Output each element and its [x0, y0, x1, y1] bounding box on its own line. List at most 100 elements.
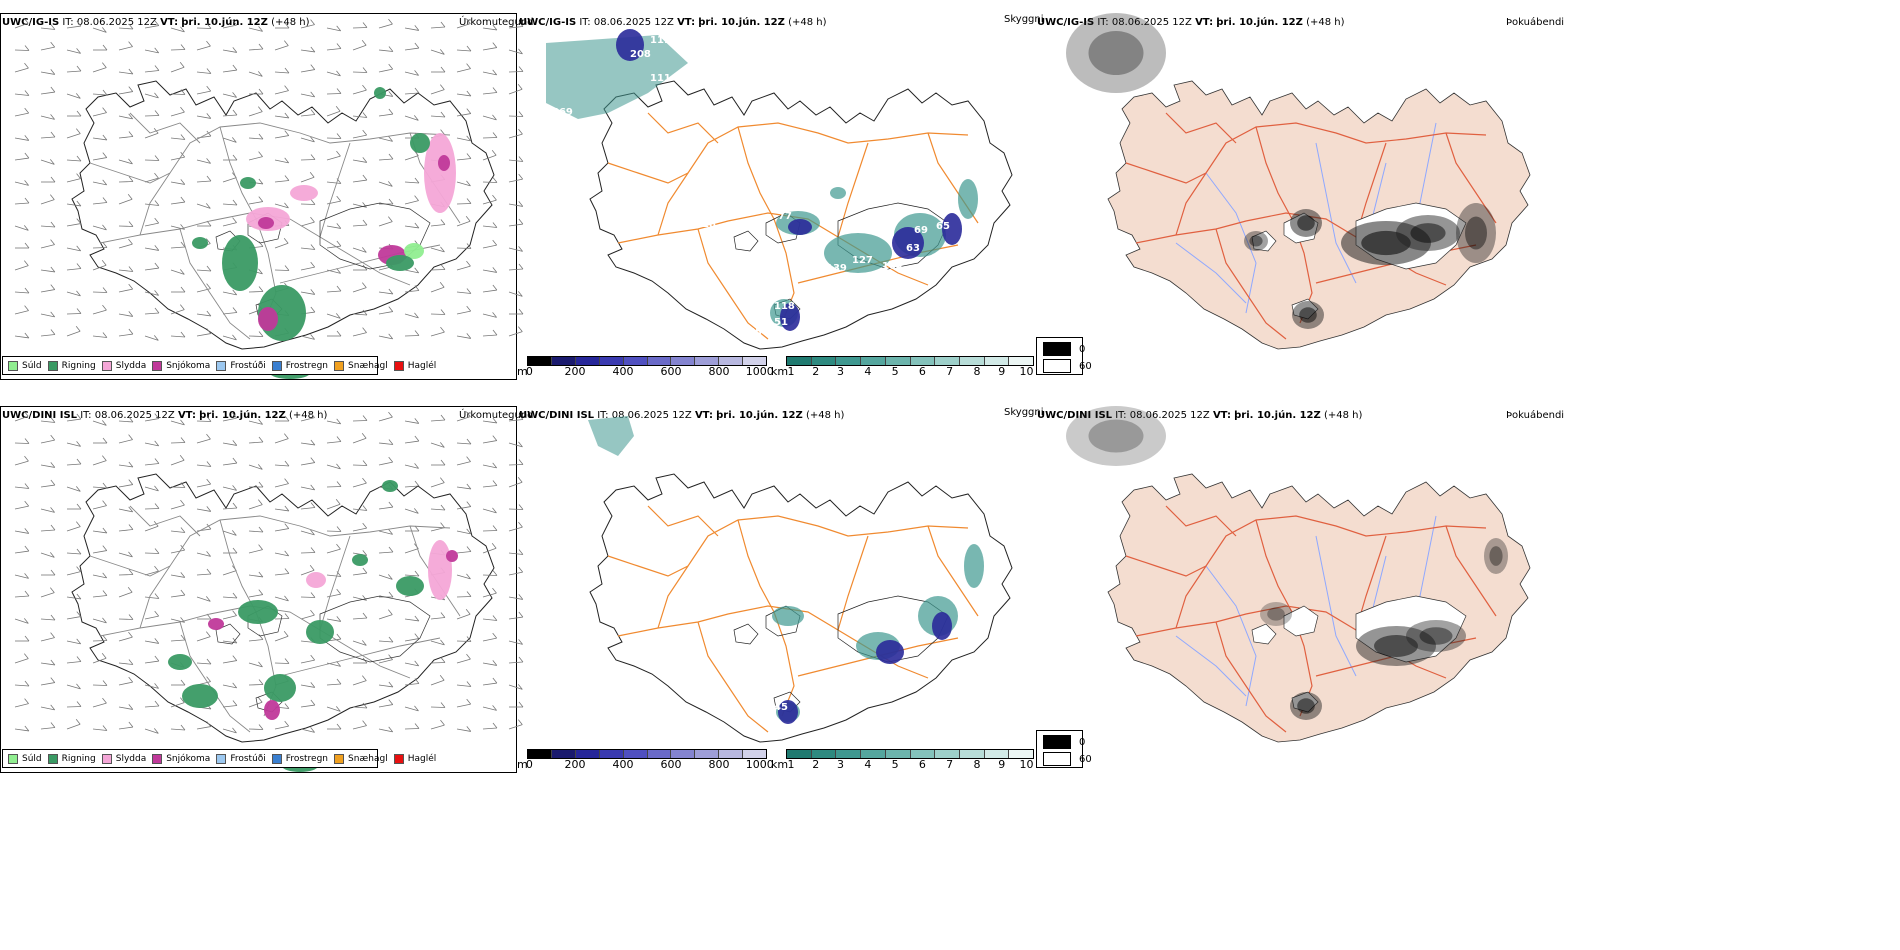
wind-barb-flag: [180, 499, 185, 506]
wind-barb-flag: [206, 478, 212, 485]
wind-barb-flag: [128, 614, 134, 620]
wind-barb-flag: [310, 306, 316, 313]
wind-barb-flag: [232, 502, 238, 509]
vt-value: þri. 10.jún. 12Z: [199, 410, 286, 421]
wind-barb: [430, 724, 445, 730]
legend-swatch: [393, 360, 404, 371]
wind-barb-flag: [180, 224, 185, 230]
wind-barb: [66, 418, 81, 422]
wind-barb: [196, 313, 211, 317]
fog-low-value: 60: [1079, 360, 1092, 372]
wind-barb: [482, 92, 497, 95]
colorbar-segment: [575, 750, 600, 758]
wind-barb-flag: [154, 335, 159, 341]
wind-barb-flag: [76, 20, 82, 27]
tick-label: 8: [973, 758, 981, 771]
wind-barb-flag: [76, 93, 81, 99]
wind-barb-flag: [388, 198, 394, 205]
wind-barb: [14, 112, 29, 117]
fog-swatch-high: [1043, 342, 1071, 356]
wind-barb-flag: [283, 237, 289, 244]
wind-barb-flag: [76, 200, 82, 207]
wind-barb: [118, 706, 133, 710]
low-cloud-patch: [616, 29, 644, 61]
wind-barb: [14, 265, 29, 271]
wind-barb: [456, 291, 471, 294]
road-line: [129, 505, 201, 537]
wind-barb-flag: [310, 529, 315, 536]
wind-barb: [40, 334, 55, 337]
wind-barb: [300, 530, 315, 536]
wind-barb-flag: [102, 617, 107, 624]
wind-barb-flag: [492, 525, 498, 531]
wind-barb-flag: [492, 705, 497, 711]
wind-barb-flag: [362, 720, 367, 726]
wind-barb-flag: [310, 547, 316, 553]
wind-barb-flag: [24, 242, 30, 249]
wind-barb: [92, 335, 107, 338]
wind-barb-flag: [388, 726, 394, 733]
wind-barb: [378, 530, 393, 535]
model-name: UWC/DINI ISL: [2, 410, 78, 421]
wind-barb-flag: [284, 175, 290, 181]
wind-barb-flag: [180, 482, 186, 488]
colorbar-segment: [599, 357, 624, 365]
wind-barb-flag: [258, 43, 264, 50]
wind-barb-flag: [258, 464, 263, 470]
wind-barb: [248, 201, 263, 205]
wind-barb: [196, 483, 211, 488]
colorbar-segment: [623, 357, 648, 365]
wind-barb-flag: [518, 656, 524, 663]
wind-barb-flag: [154, 307, 160, 314]
road-line: [657, 515, 969, 629]
wind-barb: [300, 614, 315, 620]
wind-barb: [430, 247, 445, 253]
wind-barb: [14, 550, 29, 554]
wind-barb-flag: [50, 552, 55, 558]
wind-barb-flag: [50, 462, 56, 468]
fog-blob: [1244, 231, 1268, 251]
wind-barb: [222, 570, 237, 576]
wind-barb-flag: [284, 568, 290, 574]
wind-barb-flag: [336, 150, 341, 157]
wind-barb: [118, 484, 133, 488]
wind-barb: [66, 640, 81, 645]
wind-barb-flag: [388, 681, 394, 688]
wind-barb-flag: [180, 724, 186, 731]
wind-barb: [456, 137, 471, 142]
wind-barb-flag: [336, 330, 342, 337]
wind-barb-flag: [24, 135, 30, 141]
wind-barb-flag: [258, 419, 263, 425]
precip-patch: [306, 620, 334, 644]
wind-barb: [326, 71, 341, 77]
wind-barb: [508, 133, 523, 139]
wind-barb-flag: [335, 105, 341, 112]
wind-barb: [404, 225, 419, 229]
wind-barb-flag: [440, 84, 445, 90]
wind-barb-flag: [310, 484, 316, 491]
wind-barb-flag: [414, 508, 419, 514]
wind-barb: [378, 158, 393, 161]
fog-blob: [1484, 538, 1508, 574]
wind-barb: [326, 155, 341, 161]
wind-barb: [508, 49, 523, 55]
fog-legend: 0 60: [1036, 337, 1092, 375]
wind-barb-flag: [206, 85, 212, 92]
wind-barb-flag: [362, 415, 368, 421]
wind-barb-flag: [23, 410, 29, 417]
wind-barb-flag: [336, 463, 341, 470]
wind-barb: [274, 242, 289, 249]
wind-barb: [118, 115, 133, 120]
wind-barb-flag: [492, 587, 497, 594]
road-line: [139, 122, 451, 236]
wind-barb-flag: [284, 85, 289, 91]
wind-barb-flag: [76, 128, 81, 134]
tick-label: 5: [891, 365, 899, 378]
wind-barb: [118, 313, 133, 317]
wind-barb-flag: [440, 264, 446, 270]
cloud-base-label: 55: [748, 327, 762, 338]
wind-barb-flag: [24, 197, 30, 204]
wind-barb-flag: [518, 156, 524, 162]
wind-barb-flag: [492, 239, 498, 246]
wind-barb-flag: [310, 261, 316, 268]
